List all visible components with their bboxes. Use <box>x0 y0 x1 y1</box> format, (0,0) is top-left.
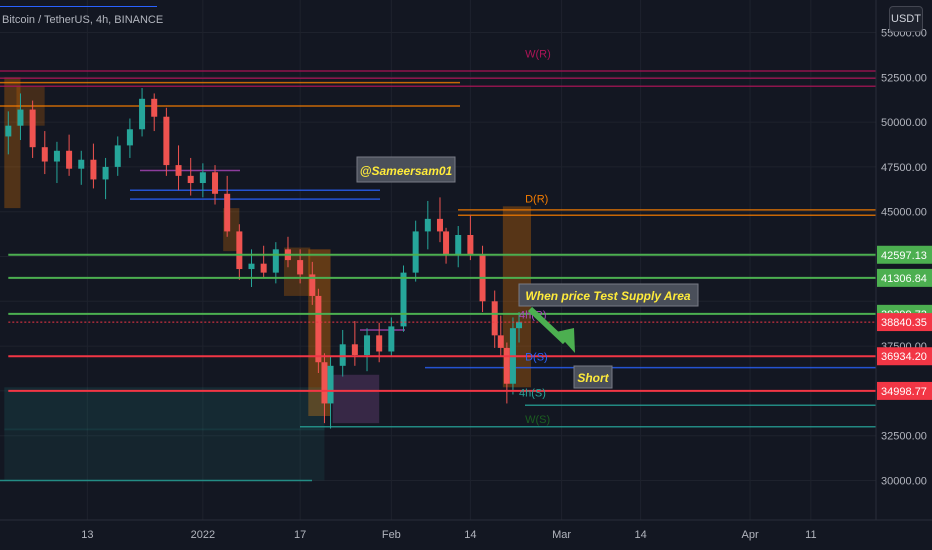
price-tick-label: 47500.00 <box>881 162 927 174</box>
candle-body <box>260 263 267 273</box>
price-badge-label: 41306.84 <box>881 273 927 285</box>
candle-body <box>412 231 419 273</box>
candle-body <box>126 129 133 146</box>
candle-body <box>139 98 146 130</box>
zone-rect <box>4 428 325 481</box>
price-tick-label: 45000.00 <box>881 207 927 219</box>
candle-body <box>175 165 182 176</box>
candle-body <box>90 159 97 180</box>
candle-body <box>503 347 510 384</box>
time-tick-label: 13 <box>81 529 93 541</box>
time-tick-label: 14 <box>634 529 646 541</box>
short-label[interactable]: Short <box>573 365 613 389</box>
candle-body <box>29 109 36 148</box>
pivot-level-label: W(R) <box>525 49 551 61</box>
time-tick-label: Apr <box>741 529 758 541</box>
candle-body <box>5 125 12 137</box>
candle-body <box>491 301 498 336</box>
candle-body <box>309 274 316 296</box>
short-arrow <box>527 306 575 353</box>
candle-body <box>187 175 194 184</box>
time-tick-label: 14 <box>464 529 476 541</box>
candle-body <box>497 335 504 348</box>
time-axis[interactable]: 13 2022 17 Feb 14 Mar 14 Apr 11 <box>81 529 816 541</box>
symbol-title[interactable]: Bitcoin / TetherUS, 4h, BINANCE <box>2 14 164 26</box>
price-badge-label: 34998.77 <box>881 386 927 398</box>
candle-body <box>151 98 158 117</box>
candle-body <box>516 322 523 329</box>
candle-body <box>339 344 346 366</box>
candle-body <box>315 295 322 363</box>
candle-body <box>17 109 24 126</box>
zone-rect <box>4 77 21 209</box>
candle-body <box>102 166 109 180</box>
candle-body <box>163 116 170 166</box>
pivot-level-label: W(S) <box>525 414 550 426</box>
time-tick-label: Mar <box>552 529 571 541</box>
candle-body <box>66 150 73 169</box>
short-label-text: Short <box>577 371 609 385</box>
price-badge <box>877 381 932 400</box>
price-badge <box>877 268 932 287</box>
candle-body <box>388 326 395 352</box>
price-level-lines <box>8 253 876 392</box>
candle-body <box>400 272 407 327</box>
price-level-badges: 42597.1341306.8439299.7338840.3536934.20… <box>877 245 932 400</box>
zone-rect <box>332 374 380 424</box>
time-tick-label: 17 <box>294 529 306 541</box>
candle-body <box>212 172 219 194</box>
time-tick-label: Feb <box>382 529 401 541</box>
price-badge <box>877 245 932 264</box>
price-badge-label: 36934.20 <box>881 351 927 363</box>
candles <box>5 88 523 429</box>
candle-body <box>327 365 334 404</box>
supply-area-note[interactable]: When price Test Supply Area <box>518 283 699 307</box>
price-badge <box>877 347 932 366</box>
time-axis-background <box>0 520 932 550</box>
candle-body <box>78 159 85 169</box>
pivot-level-label: D(S) <box>525 351 548 363</box>
pivot-level-label: 4h(S) <box>519 387 546 399</box>
candle-body <box>272 249 279 273</box>
title-accent-line <box>0 6 157 7</box>
currency-button[interactable]: USDT <box>889 6 923 32</box>
candle-body <box>321 362 328 404</box>
price-tick-label: 30000.00 <box>881 476 927 488</box>
supply-area-note-text: When price Test Supply Area <box>525 289 690 303</box>
candle-body <box>376 335 383 352</box>
candle-body <box>467 234 474 255</box>
candle-body <box>53 150 60 162</box>
zone-rect <box>4 387 325 431</box>
price-badge-label: 42597.13 <box>881 250 927 262</box>
watermark-text: @Sameersam01 <box>360 164 453 178</box>
pivot-level-label: D(R) <box>525 194 548 206</box>
candle-body <box>364 335 371 356</box>
time-tick-label: 11 <box>805 529 816 541</box>
candle-body <box>236 231 243 270</box>
candle-body <box>436 218 443 232</box>
candle-body <box>455 234 462 255</box>
price-badge <box>877 313 932 332</box>
candle-body <box>224 193 231 232</box>
price-tick-label: 32500.00 <box>881 431 927 443</box>
candle-body <box>351 344 358 356</box>
candle-body <box>199 172 206 184</box>
candle-body <box>424 218 431 232</box>
time-tick-label: 2022 <box>191 529 215 541</box>
candle-body <box>114 145 121 167</box>
price-tick-label: 52500.00 <box>881 72 927 84</box>
candle-body <box>297 260 304 275</box>
watermark-callout[interactable]: @Sameersam01 <box>356 156 456 183</box>
candle-body <box>443 231 450 255</box>
price-tick-label: 50000.00 <box>881 117 927 129</box>
price-badge-label: 38840.35 <box>881 317 927 329</box>
candle-body <box>41 147 48 162</box>
candle-body <box>248 263 255 270</box>
